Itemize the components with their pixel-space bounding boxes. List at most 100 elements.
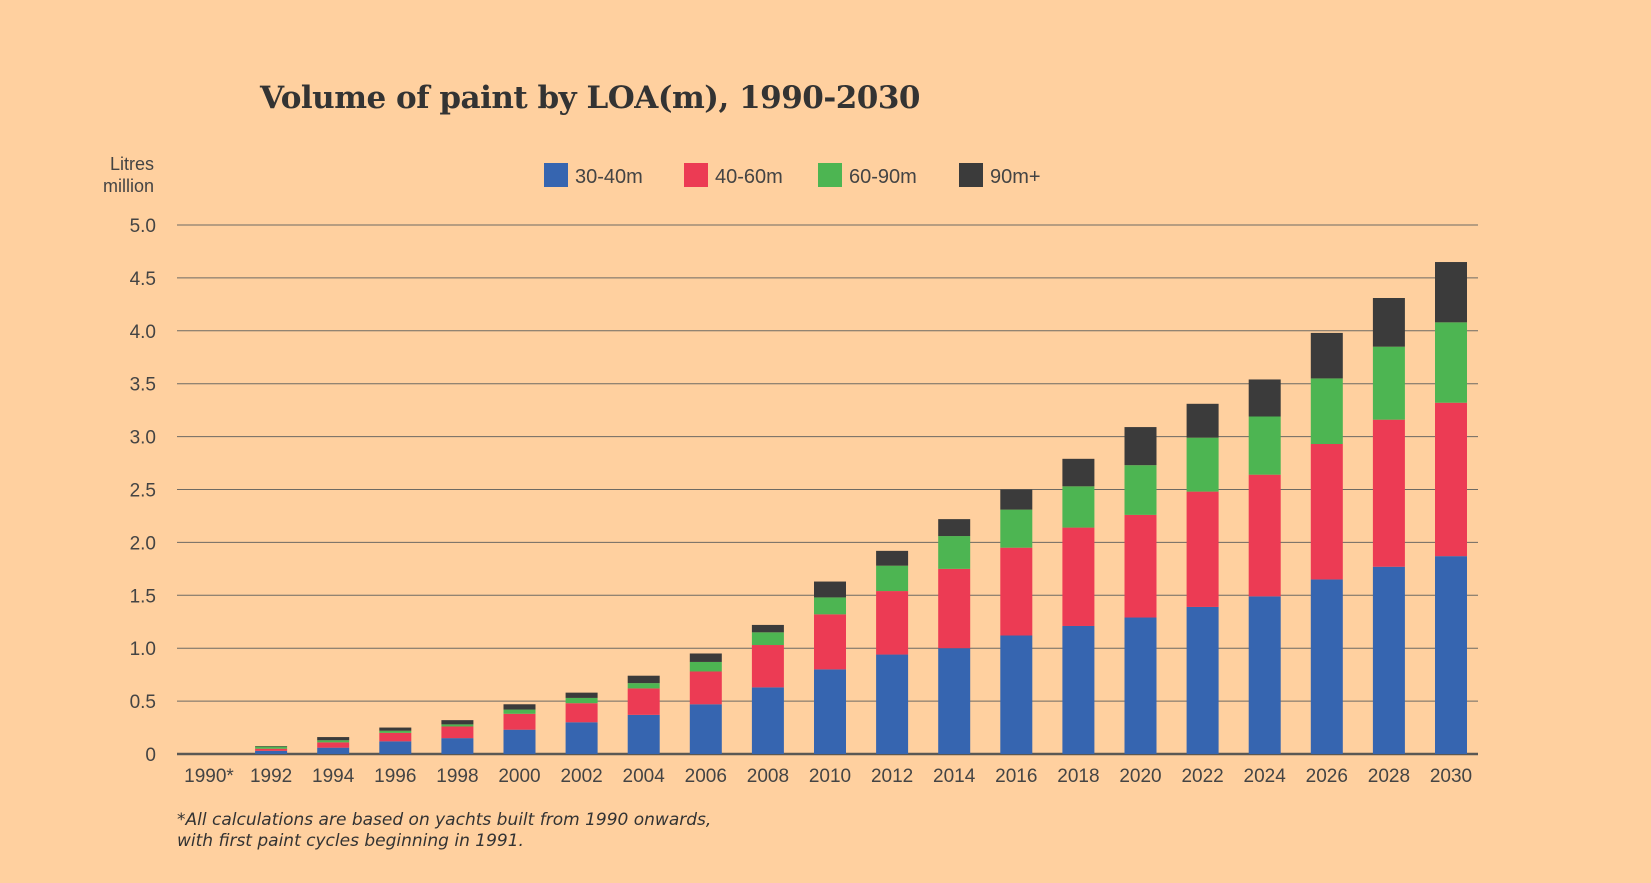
x-tick-label: 2012 bbox=[871, 766, 913, 787]
bar-segment-30-40m bbox=[1372, 566, 1405, 754]
legend-swatch-90m+ bbox=[959, 163, 983, 187]
y-axis-label-line1: Litres bbox=[110, 154, 154, 174]
x-tick-label: 2024 bbox=[1244, 766, 1287, 787]
bar-segment-60-90m bbox=[1248, 416, 1281, 475]
bar-segment-40-60m bbox=[1062, 527, 1095, 626]
bar-segment-90m+ bbox=[255, 746, 288, 747]
bar-segment-90m+ bbox=[317, 737, 350, 741]
bar-segment-40-60m bbox=[1124, 514, 1157, 618]
bar-segment-60-90m bbox=[1000, 509, 1033, 548]
bar-segment-40-60m bbox=[1310, 444, 1343, 580]
legend-swatch-30-40m bbox=[544, 163, 568, 187]
bar-segment-40-60m bbox=[938, 568, 971, 649]
x-tick-label: 2020 bbox=[1119, 766, 1161, 787]
bar-segment-40-60m bbox=[565, 703, 598, 723]
legend-label-60-90m: 60-90m bbox=[849, 166, 917, 188]
y-tick-label: 0.5 bbox=[130, 692, 156, 713]
bar-segment-60-90m bbox=[1435, 322, 1467, 403]
bar-segment-30-40m bbox=[317, 747, 350, 754]
bar-segment-90m+ bbox=[814, 581, 846, 598]
bar-segment-90m+ bbox=[1310, 332, 1343, 379]
bar-segment-30-40m bbox=[1062, 625, 1095, 754]
bar-segment-90m+ bbox=[876, 550, 909, 566]
legend-swatch-40-60m bbox=[684, 163, 708, 187]
bar-segment-60-90m bbox=[689, 661, 722, 672]
bar-segment-40-60m bbox=[1372, 419, 1405, 567]
x-tick-label: 2000 bbox=[498, 766, 540, 787]
bar-segment-40-60m bbox=[751, 645, 784, 688]
footnote-line-2: with first paint cycles beginning in 199… bbox=[177, 831, 524, 851]
legend-label-90m+: 90m+ bbox=[990, 166, 1041, 188]
bar-segment-90m+ bbox=[1248, 379, 1281, 417]
x-tick-label: 2002 bbox=[560, 766, 602, 787]
y-tick-label: 2.5 bbox=[130, 481, 156, 502]
footnote-line-1: *All calculations are based on yachts bu… bbox=[177, 810, 712, 830]
x-tick-label: 2014 bbox=[933, 766, 976, 787]
legend-label-30-40m: 30-40m bbox=[575, 166, 643, 188]
bar-segment-40-60m bbox=[1248, 474, 1281, 597]
bar-segment-40-60m bbox=[503, 713, 536, 730]
bar-segment-30-40m bbox=[1435, 556, 1467, 754]
x-tick-label: 2016 bbox=[995, 766, 1037, 787]
bar-segment-90m+ bbox=[627, 675, 660, 684]
bars bbox=[255, 262, 1467, 754]
y-tick-label: 5.0 bbox=[130, 216, 156, 237]
y-tick-label: 2.0 bbox=[130, 533, 156, 554]
bar-segment-60-90m bbox=[627, 683, 660, 689]
x-tick-label: 1996 bbox=[374, 766, 416, 787]
bar-segment-40-60m bbox=[814, 614, 846, 670]
bar-segment-40-60m bbox=[876, 591, 909, 655]
legend-swatch-60-90m bbox=[818, 163, 842, 187]
x-tick-label: 2010 bbox=[809, 766, 851, 787]
x-tick-label: 1990* bbox=[184, 766, 234, 787]
bar-segment-60-90m bbox=[441, 724, 474, 727]
legend-label-40-60m: 40-60m bbox=[715, 166, 783, 188]
bar-segment-90m+ bbox=[379, 727, 412, 731]
bar-segment-90m+ bbox=[1062, 458, 1095, 487]
x-tick-label: 2018 bbox=[1057, 766, 1099, 787]
bar-segment-30-40m bbox=[565, 722, 598, 754]
bar-segment-90m+ bbox=[1186, 403, 1219, 438]
bar-segment-40-60m bbox=[255, 748, 288, 751]
bar-segment-40-60m bbox=[1000, 547, 1033, 636]
x-tick-label: 2008 bbox=[747, 766, 789, 787]
bar-segment-60-90m bbox=[565, 697, 598, 704]
x-tick-label: 1998 bbox=[436, 766, 478, 787]
y-tick-label: 1.5 bbox=[130, 586, 156, 607]
bar-segment-40-60m bbox=[317, 742, 350, 748]
x-axis-ticks: 1990* 1992 1994 1996 1998 2000 2002 2004 2006 200… bbox=[184, 766, 1472, 787]
y-tick-label: 0 bbox=[145, 745, 156, 766]
footnote: *All calculations are based on yachts bu… bbox=[177, 810, 711, 852]
bar-segment-40-60m bbox=[441, 726, 474, 739]
x-tick-label: 1992 bbox=[250, 766, 292, 787]
bar-segment-30-40m bbox=[1310, 579, 1343, 754]
y-tick-label: 1.0 bbox=[130, 639, 156, 660]
bar-segment-60-90m bbox=[1124, 465, 1157, 515]
bar-segment-30-40m bbox=[627, 714, 660, 754]
legend: 30-40m 40-60m 60-90m 90m+ bbox=[544, 163, 1041, 188]
bar-segment-60-90m bbox=[1062, 486, 1095, 528]
x-tick-label: 2022 bbox=[1181, 766, 1223, 787]
bar-segment-90m+ bbox=[1435, 262, 1467, 323]
bar-segment-30-40m bbox=[751, 687, 784, 754]
bar-segment-60-90m bbox=[1310, 378, 1343, 445]
bar-segment-30-40m bbox=[689, 704, 722, 754]
bar-segment-60-90m bbox=[317, 740, 350, 743]
bar-segment-40-60m bbox=[1435, 402, 1467, 557]
bar-segment-90m+ bbox=[1000, 489, 1033, 510]
bar-segment-60-90m bbox=[1186, 437, 1219, 492]
bar-segment-60-90m bbox=[255, 746, 288, 749]
y-axis-ticks: 0 0.5 1.0 1.5 2.0 2.5 3.0 3.5 4.0 4.5 5.0 bbox=[130, 216, 156, 766]
y-axis-label-line2: million bbox=[103, 176, 154, 196]
bar-segment-90m+ bbox=[1372, 298, 1405, 347]
bar-segment-30-40m bbox=[876, 654, 909, 754]
bar-segment-30-40m bbox=[938, 648, 971, 754]
bar-segment-30-40m bbox=[1124, 617, 1157, 754]
bar-segment-90m+ bbox=[1124, 427, 1157, 466]
y-tick-label: 3.0 bbox=[130, 428, 156, 449]
bar-segment-40-60m bbox=[379, 732, 412, 742]
y-tick-label: 4.0 bbox=[130, 322, 156, 343]
bar-segment-60-90m bbox=[814, 597, 846, 615]
bar-segment-30-40m bbox=[441, 738, 474, 754]
